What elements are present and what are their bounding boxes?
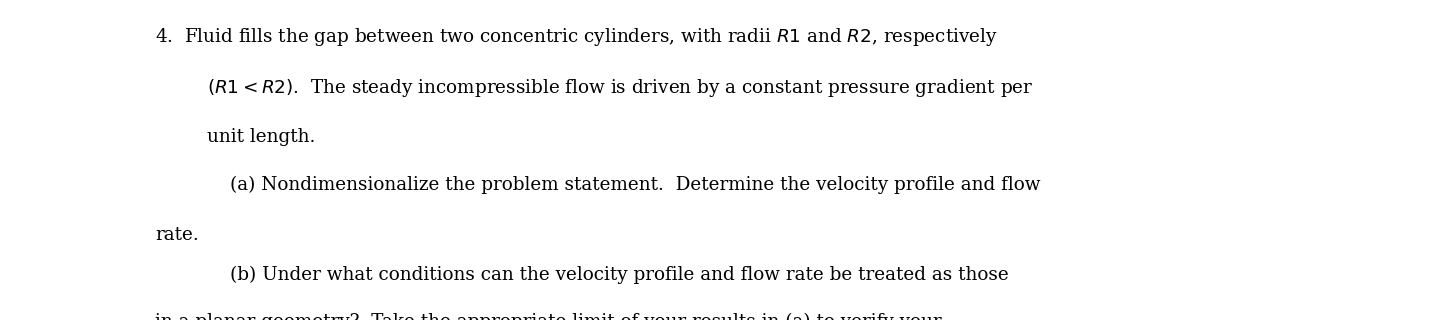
Text: (b) Under what conditions can the velocity profile and flow rate be treated as t: (b) Under what conditions can the veloci… bbox=[230, 266, 1009, 284]
Text: 4.  Fluid fills the gap between two concentric cylinders, with radii $\mathit{R}: 4. Fluid fills the gap between two conce… bbox=[155, 26, 998, 48]
Text: rate.: rate. bbox=[155, 226, 198, 244]
Text: in a planar geometry?  Take the appropriate limit of your results in (a) to veri: in a planar geometry? Take the appropria… bbox=[155, 313, 942, 320]
Text: $(\mathit{R}1 < \mathit{R}2)$.  The steady incompressible flow is driven by a co: $(\mathit{R}1 < \mathit{R}2)$. The stead… bbox=[207, 77, 1034, 99]
Text: (a) Nondimensionalize the problem statement.  Determine the velocity profile and: (a) Nondimensionalize the problem statem… bbox=[230, 176, 1041, 194]
Text: unit length.: unit length. bbox=[207, 128, 315, 146]
